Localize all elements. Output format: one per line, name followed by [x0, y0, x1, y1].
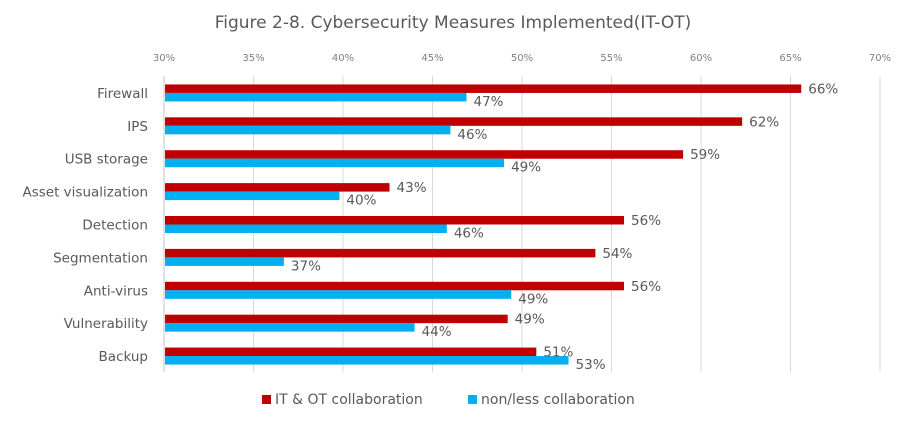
category-label: USB storage [65, 152, 148, 168]
x-tick-label: 55% [600, 53, 622, 64]
legend-label: non/less collaboration [481, 392, 635, 408]
bar-non-less [165, 92, 467, 102]
x-tick-label: 70% [869, 53, 891, 64]
bar-it-ot [165, 248, 596, 258]
x-tick-label: 45% [421, 53, 443, 64]
data-label: 49% [518, 291, 548, 307]
bar-it-ot [165, 183, 390, 192]
bar-non-less [165, 224, 447, 233]
legend-swatch [262, 395, 271, 404]
data-label: 56% [631, 213, 661, 229]
data-label: 66% [808, 81, 838, 97]
bar-it-ot [165, 150, 684, 159]
x-tick-label: 65% [779, 53, 801, 64]
data-label: 46% [454, 226, 484, 242]
data-label: 40% [346, 193, 376, 209]
category-label: Segmentation [53, 250, 148, 266]
bars [165, 84, 802, 365]
legend: IT & OT collaboration non/less collaborat… [262, 392, 635, 408]
data-label: 44% [422, 324, 452, 340]
category-label: Firewall [97, 86, 148, 102]
data-label: 62% [749, 114, 779, 130]
category-labels: Firewall IPS USB storage Asset visualizatio… [22, 86, 148, 365]
bar-non-less [165, 191, 340, 201]
bar-non-less [165, 356, 569, 365]
bar-it-ot [165, 281, 625, 291]
bar-it-ot [165, 314, 508, 324]
data-label: 49% [511, 160, 541, 176]
data-labels: 66% 47% 62% 46% 59% 49% 43% 40% 56% 46% 54% 37% 56% 4… [291, 81, 838, 373]
category-label: Detection [82, 218, 148, 234]
legend-swatch [468, 395, 477, 404]
bar-non-less [165, 323, 415, 332]
x-tick-label: 50% [511, 53, 533, 64]
bar-non-less [165, 290, 512, 299]
data-label: 37% [291, 258, 321, 274]
chart-title: Figure 2-8. Cybersecurity Measures Imple… [215, 13, 692, 33]
category-label: Vulnerability [64, 316, 148, 332]
x-tick-label: 35% [242, 53, 264, 64]
bar-non-less [165, 257, 284, 266]
category-label: Backup [99, 349, 149, 365]
category-label: IPS [127, 119, 148, 135]
data-label: 56% [631, 279, 661, 295]
category-label: Anti-virus [84, 283, 148, 299]
legend-label: IT & OT collaboration [275, 392, 423, 408]
data-label: 47% [474, 94, 504, 110]
bar-it-ot [165, 216, 625, 225]
data-label: 46% [457, 127, 487, 143]
data-label: 53% [576, 357, 606, 373]
data-label: 43% [397, 180, 427, 196]
bar-it-ot [165, 117, 743, 126]
bar-non-less [165, 158, 505, 168]
bar-it-ot [165, 84, 802, 93]
x-tick-label: 40% [332, 53, 354, 64]
data-label: 51% [543, 345, 573, 361]
x-tick-labels: 30% 35% 40% 45% 50% 55% 60% 65% 70% [153, 53, 891, 64]
data-label: 49% [515, 312, 545, 328]
data-label: 54% [602, 246, 632, 262]
x-tick-label: 60% [690, 53, 712, 64]
data-label: 59% [690, 147, 720, 163]
bar-non-less [165, 125, 451, 135]
x-tick-label: 30% [153, 53, 175, 64]
bar-it-ot [165, 347, 537, 357]
category-label: Asset visualization [22, 185, 148, 201]
